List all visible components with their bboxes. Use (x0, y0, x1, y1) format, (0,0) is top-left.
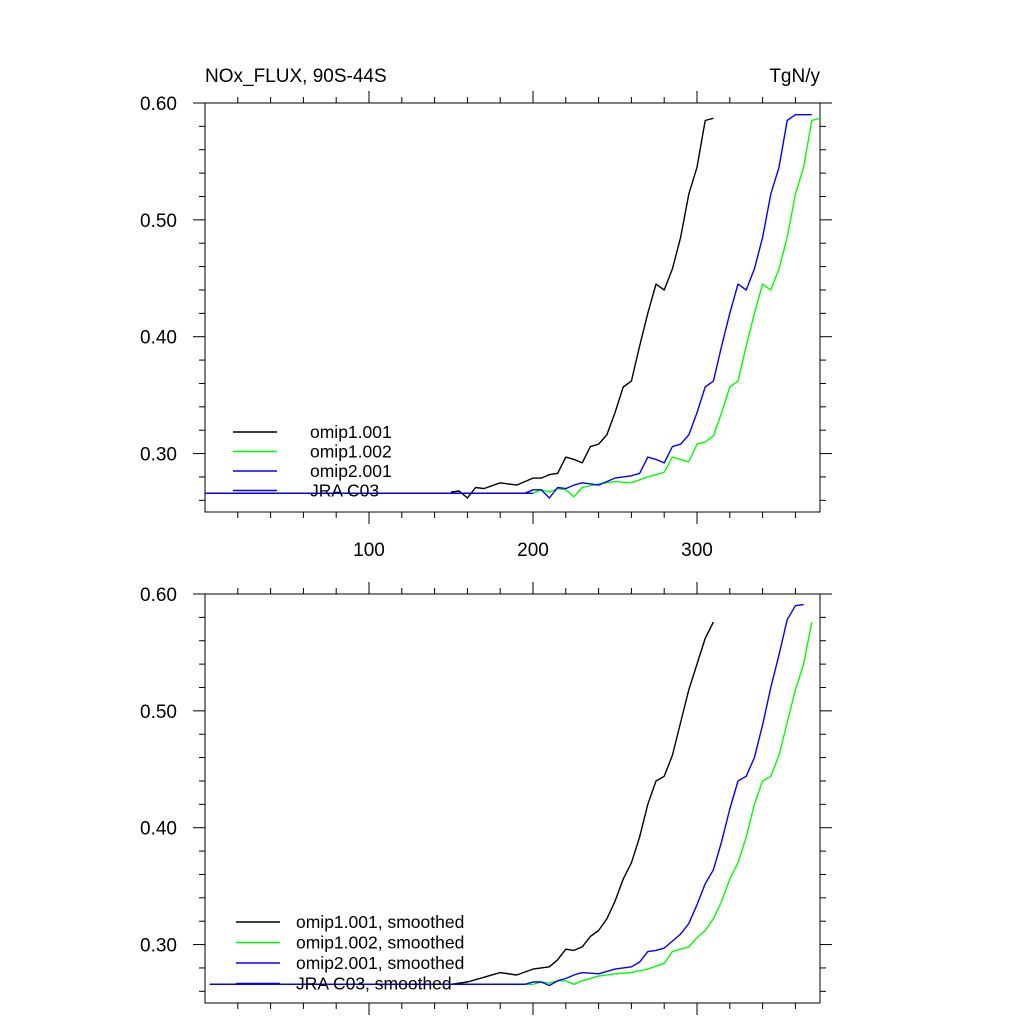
series-line-0 (209, 621, 715, 985)
legend-label: omip1.002 (310, 442, 392, 462)
bottom-panel: 0.30 0.40 0.50 0.60 omip1.001, smoothedomip1… (140, 582, 832, 1015)
chart-title: NOx_FLUX, 90S-44S (205, 66, 387, 87)
y-tick-label: 0.40 (140, 328, 177, 349)
y-tick-label: 0.60 (140, 94, 177, 115)
series-line-2 (209, 603, 804, 987)
x-tick-label: 300 (681, 540, 713, 561)
legend-label: omip2.001 (310, 461, 392, 481)
legend-label: JRA C03, smoothed (296, 974, 452, 994)
y-tick-label: 0.50 (140, 211, 177, 232)
plot-frame (204, 593, 821, 1004)
series-line-1 (205, 117, 820, 498)
top-panel: 0.30 0.40 0.50 0.60 100 200 300 NOx_FLUX, 90S-4… (140, 66, 832, 561)
y-tick-label: 0.30 (140, 936, 177, 957)
legend-label: omip1.001, smoothed (296, 912, 464, 932)
legend-label: omip1.001 (310, 422, 392, 442)
series-line-2 (205, 113, 812, 499)
plot-frame (204, 102, 821, 513)
legend-label: omip2.001, smoothed (296, 953, 464, 973)
x-tick-label: 200 (517, 540, 549, 561)
series-line-0 (450, 117, 714, 499)
x-tick-label: 100 (353, 540, 385, 561)
legend-label: omip1.002, smoothed (296, 933, 464, 953)
y-tick-label: 0.30 (140, 445, 177, 466)
legend-label: JRA C03 (310, 481, 379, 501)
y-tick-label: 0.60 (140, 585, 177, 606)
series-group (205, 113, 820, 499)
y-tick-label: 0.50 (140, 702, 177, 723)
y-tick-label: 0.40 (140, 819, 177, 840)
series-line-1 (209, 621, 813, 985)
series-group (209, 603, 813, 987)
units-label: TgN/y (769, 66, 820, 87)
